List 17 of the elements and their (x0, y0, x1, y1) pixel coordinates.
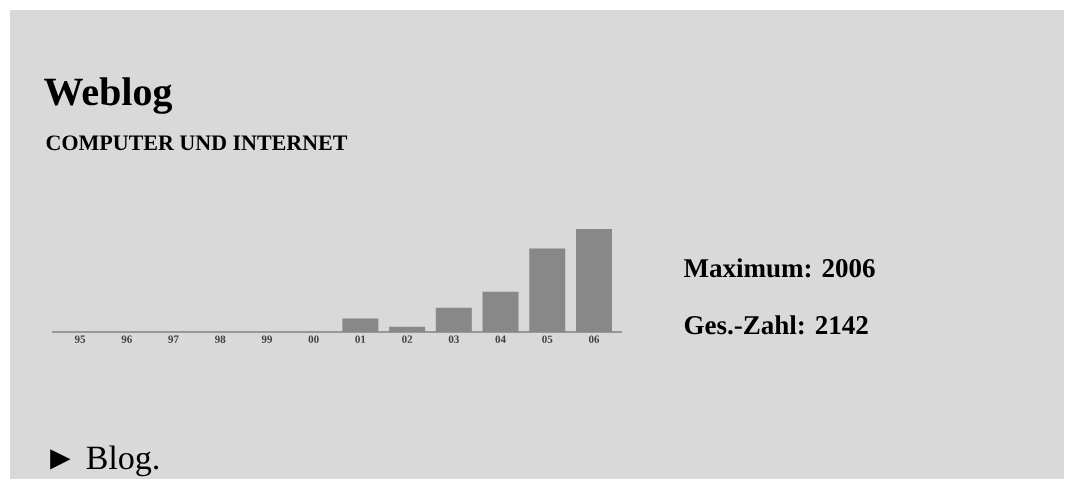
text: ► Blog. (50, 445, 159, 477)
text: Maximum: 2006 (683, 258, 875, 278)
x-tick-label: 03 (448, 335, 459, 343)
x-tick-label: 02 (402, 335, 413, 343)
x-tick-label: 04 (495, 335, 506, 343)
x-tick-label: 95 (74, 335, 86, 343)
x-tick-label: 99 (261, 335, 273, 343)
x-tick-label: 98 (215, 335, 226, 343)
x-tick-label: 01 (355, 335, 366, 343)
chart-title: Weblog (44, 77, 173, 114)
x-tick-label: 06 (588, 335, 600, 343)
text: Ges.-Zahl: 2142 (684, 315, 868, 335)
x-tick-label: 96 (121, 335, 132, 343)
x-tick-label: 00 (308, 335, 319, 343)
x-tick-label: 97 (168, 335, 179, 343)
chart-subtitle: COMPUTER UND INTERNET (46, 135, 348, 151)
x-tick-label: 05 (542, 335, 553, 343)
